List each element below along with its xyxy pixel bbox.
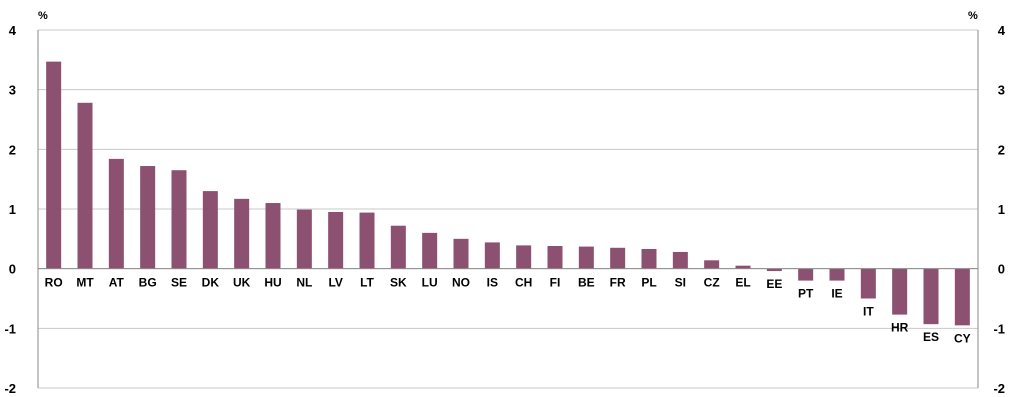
bar-ch	[516, 245, 532, 269]
bar-hr	[892, 268, 908, 315]
bar-bg	[140, 166, 156, 269]
bar-se	[171, 170, 187, 269]
y-tick-right: -2	[993, 381, 1005, 396]
bar-si	[672, 251, 688, 269]
y-tick-left: 3	[9, 83, 16, 98]
category-label: LU	[422, 276, 438, 290]
category-label: BE	[578, 276, 595, 290]
category-label: NL	[296, 276, 312, 290]
bar-es	[923, 268, 939, 325]
bar-dk	[202, 191, 218, 269]
y-tick-left: 0	[9, 262, 16, 277]
category-label: SK	[390, 276, 407, 290]
bar-it	[860, 268, 876, 299]
category-label: LT	[360, 276, 374, 290]
category-label: RO	[45, 276, 63, 290]
category-label: FR	[610, 276, 626, 290]
category-label: CZ	[704, 276, 720, 290]
category-label: EE	[766, 277, 782, 291]
bar-nl	[296, 209, 312, 269]
category-label: CH	[515, 276, 532, 290]
axes	[37, 30, 979, 388]
y-unit-right: %	[968, 10, 978, 22]
bar-ie	[829, 268, 845, 281]
y-tick-left: 1	[9, 202, 16, 217]
y-tick-left: -1	[4, 321, 16, 336]
tick-labels: -2 -2 -1 -1 0 0 1 1 2 2 3 3 4 4	[4, 23, 1005, 396]
bar-fr	[610, 247, 626, 269]
y-tick-left: -2	[4, 381, 16, 396]
category-label: LV	[328, 276, 342, 290]
category-label: EL	[735, 276, 750, 290]
bar-mt	[77, 102, 93, 269]
bar-fi	[547, 245, 563, 269]
y-tick-right: -1	[993, 321, 1005, 336]
bar-cy	[954, 268, 970, 326]
bar-cz	[704, 260, 720, 269]
category-label: AT	[109, 276, 125, 290]
bar-el	[735, 265, 751, 269]
bar-be	[578, 246, 594, 269]
category-label: CY	[954, 331, 971, 345]
y-tick-right: 4	[998, 23, 1006, 38]
bar-lv	[328, 211, 344, 269]
y-tick-right: 1	[998, 202, 1005, 217]
bar-lt	[359, 212, 375, 269]
category-label: PL	[641, 276, 656, 290]
category-label: SE	[171, 276, 187, 290]
bar-is	[484, 242, 500, 269]
category-label: IT	[863, 305, 874, 319]
bar-at	[108, 158, 124, 269]
category-label: UK	[233, 276, 251, 290]
y-tick-right: 2	[998, 142, 1005, 157]
category-label: IS	[487, 276, 498, 290]
category-labels: RO MT AT BG SE DK UK HU NL LV LT SK LU NO IS CH FI BE FR PL…	[45, 276, 971, 346]
category-label: HU	[264, 276, 281, 290]
category-label: BG	[139, 276, 157, 290]
bar-ee	[766, 268, 782, 272]
category-label: DK	[202, 276, 220, 290]
bar-lu	[422, 232, 438, 269]
category-label: PT	[798, 287, 814, 301]
bar-uk	[234, 198, 250, 269]
bar-no	[453, 238, 469, 269]
category-label: IE	[831, 287, 842, 301]
bar-hu	[265, 203, 281, 269]
bar-sk	[390, 225, 406, 269]
category-label: SI	[675, 276, 686, 290]
y-unit-left: %	[38, 10, 48, 22]
bar-pt	[798, 268, 814, 281]
bar-pl	[641, 248, 657, 269]
bar-ro	[46, 61, 62, 269]
y-tick-left: 2	[9, 142, 16, 157]
category-label: ES	[923, 330, 939, 344]
y-tick-right: 0	[998, 262, 1005, 277]
category-label: HR	[891, 321, 909, 335]
y-tick-right: 3	[998, 83, 1005, 98]
category-label: NO	[452, 276, 470, 290]
bars	[46, 61, 970, 326]
category-label: MT	[76, 276, 94, 290]
y-tick-left: 4	[9, 23, 17, 38]
category-label: FI	[550, 276, 561, 290]
